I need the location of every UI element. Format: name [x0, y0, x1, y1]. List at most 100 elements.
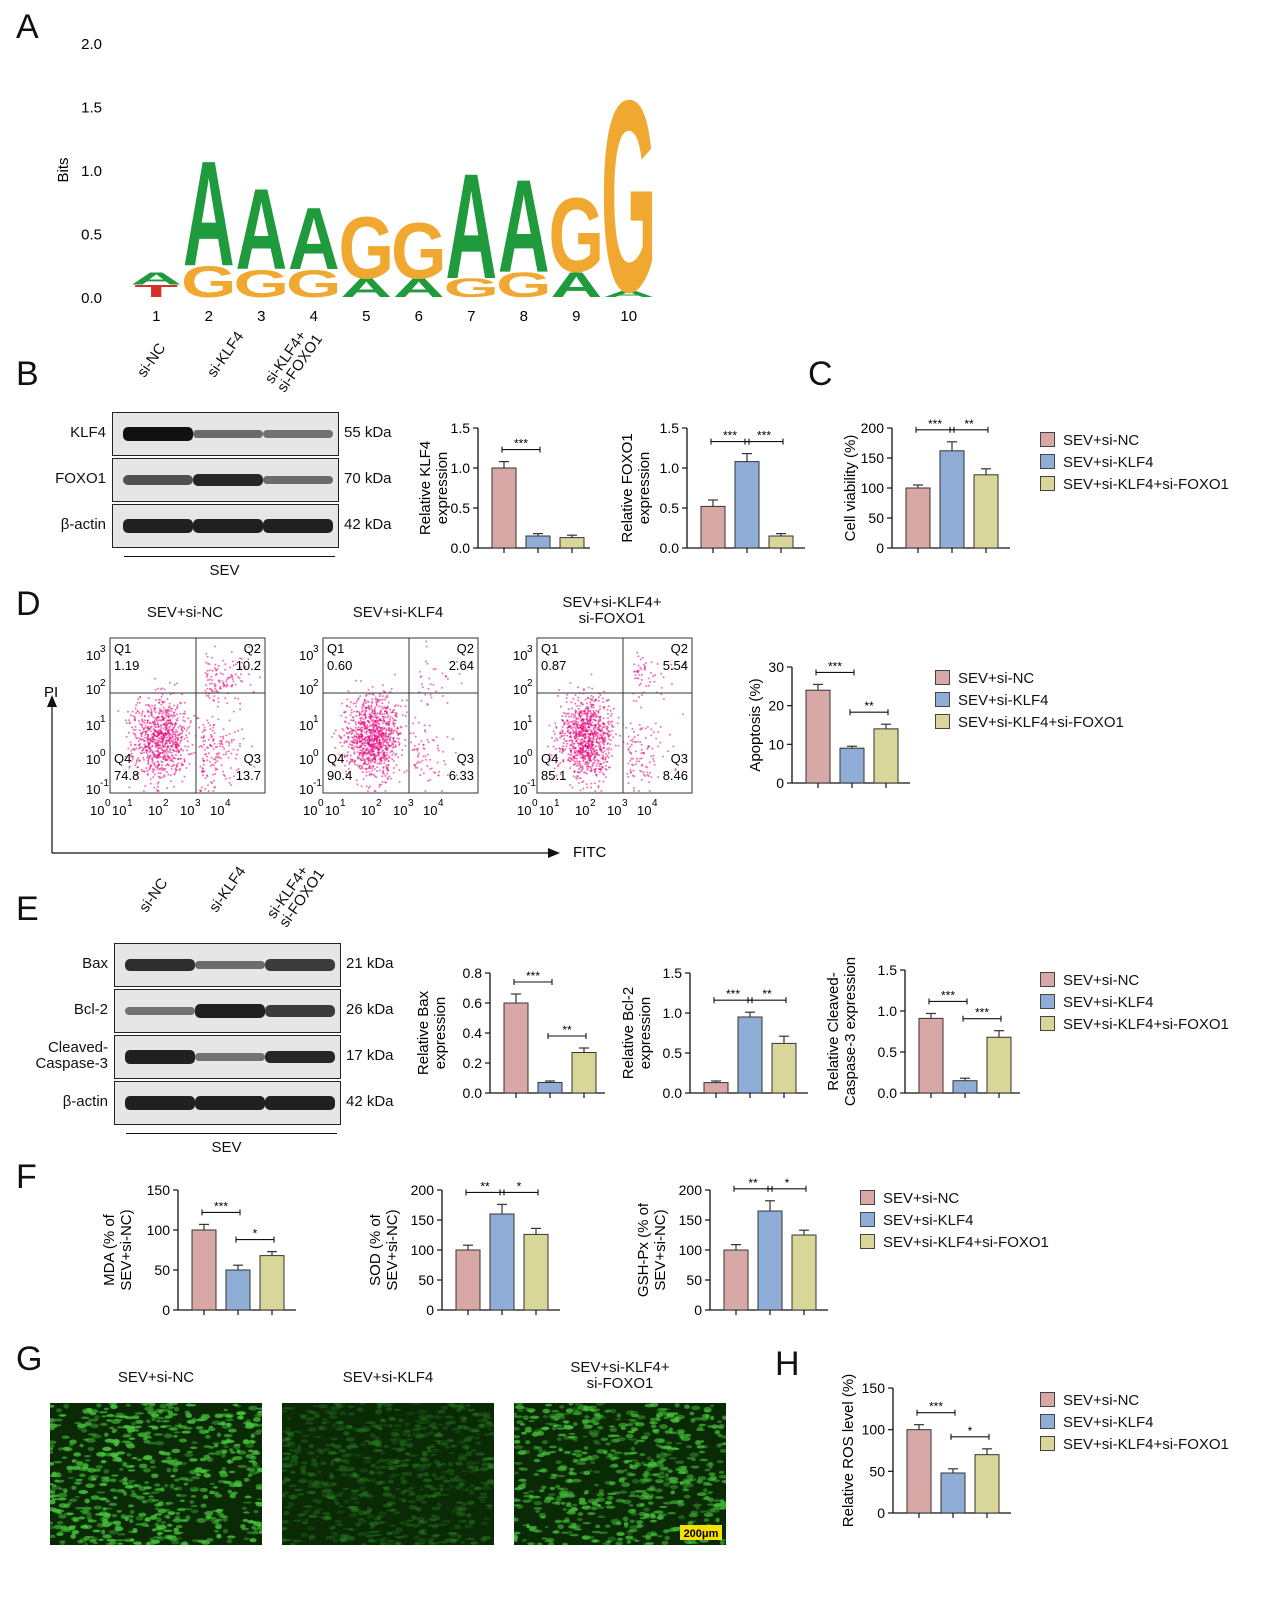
flow-dot: [204, 739, 206, 742]
bar: [559, 537, 585, 549]
flow-dot: [182, 716, 185, 719]
logo-letter: A: [288, 190, 340, 289]
legend-item: SEV+si-NC: [1040, 432, 1139, 449]
flow-dot: [209, 728, 212, 731]
flow-dot: [562, 711, 565, 714]
flow-dot: [383, 720, 386, 723]
flow-dot: [421, 686, 424, 689]
flow-dot: [379, 726, 382, 729]
flow-dot: [416, 749, 419, 752]
flow-dot: [368, 765, 371, 768]
y-tick-label: 10: [768, 736, 784, 752]
micro-cell: [337, 1491, 345, 1496]
flow-dot: [175, 718, 178, 721]
flow-dot: [157, 761, 159, 763]
flow-dot: [242, 737, 245, 740]
flow-dot: [364, 726, 367, 729]
y-axis-label: Relative Bax: [415, 990, 432, 1075]
flow-dot: [225, 751, 228, 753]
flow-dot: [349, 714, 352, 717]
micro-cell: [482, 1418, 488, 1421]
flow-dot: [378, 695, 381, 698]
logo-letter: G: [496, 265, 552, 304]
flow-dot: [636, 651, 639, 654]
flow-dot: [205, 661, 208, 664]
flow-dot: [391, 709, 394, 712]
flow-dot: [174, 757, 177, 760]
flow-dot: [639, 658, 642, 661]
flow-dot: [379, 709, 382, 712]
flow-dot: [566, 742, 568, 745]
flow-dot: [213, 695, 216, 698]
micro-cell: [300, 1439, 308, 1443]
micro-cell: [154, 1522, 160, 1527]
y-tick-base: 10: [299, 752, 313, 767]
y-tick-label: 1.5: [663, 965, 683, 981]
flow-dot: [378, 693, 381, 696]
quadrant-name: Q1: [327, 641, 344, 656]
y-tick-base: 10: [299, 682, 313, 697]
flow-dot: [169, 693, 172, 696]
flow-dot: [222, 685, 225, 688]
flow-dot: [455, 660, 458, 663]
flow-dot: [396, 737, 399, 740]
flow-dot: [379, 699, 382, 701]
flow-dot: [380, 735, 383, 738]
micro-cell: [219, 1515, 228, 1518]
flow-dot: [377, 722, 380, 725]
blot-band: [193, 473, 263, 487]
micro-cell: [233, 1444, 241, 1450]
flow-dot: [177, 744, 179, 747]
flow-dot: [164, 714, 167, 717]
flow-dot: [385, 729, 387, 732]
flow-dot: [191, 743, 194, 746]
micro-cell: [338, 1449, 347, 1453]
flow-dot: [362, 762, 365, 765]
flow-dot: [157, 719, 160, 722]
quadrant-q2: 10.2: [236, 658, 261, 673]
flow-dot: [211, 715, 214, 718]
flow-dot: [217, 697, 220, 700]
flow-dot: [388, 718, 391, 721]
flow-dot: [642, 773, 645, 776]
x-tick-base: 10: [112, 803, 126, 818]
flow-dot: [147, 727, 150, 730]
flow-dot: [174, 731, 177, 734]
flow-dot: [158, 751, 160, 754]
flow-dot: [231, 660, 234, 663]
flow-dot: [426, 662, 429, 665]
micro-cell: [252, 1449, 259, 1455]
flow-dot: [206, 669, 209, 672]
flow-dot: [239, 702, 242, 705]
flow-dot: [374, 698, 377, 701]
flow-dot: [355, 723, 357, 726]
flow-dot: [400, 754, 403, 757]
panel-letter-c: C: [808, 355, 833, 393]
micro-cell: [283, 1538, 292, 1542]
flow-dot: [570, 727, 573, 730]
flow-dot: [140, 738, 143, 741]
group-label: SEV: [209, 562, 240, 579]
flow-dot: [373, 767, 376, 770]
blot-band: [125, 1096, 195, 1110]
flow-dot: [356, 746, 359, 749]
flow-dot: [163, 775, 166, 778]
flow-dot: [383, 706, 386, 709]
flow-dot: [397, 737, 400, 740]
x-tick-base: 10: [210, 803, 224, 818]
micro-cell: [164, 1415, 173, 1419]
logo-letter: A: [393, 273, 445, 302]
flow-dot: [153, 786, 156, 789]
flow-dot: [210, 756, 213, 759]
flow-dot: [381, 732, 384, 735]
flow-dot: [441, 672, 444, 675]
y-tick-label: 0.2: [463, 1055, 483, 1071]
flow-dot: [232, 738, 235, 741]
micro-cell: [150, 1515, 158, 1520]
flow-dot: [652, 757, 655, 760]
flow-dot: [369, 735, 372, 738]
flow-dot: [142, 730, 145, 733]
flow-dot: [384, 781, 387, 784]
logo-y-tick: 0.5: [81, 227, 102, 244]
flow-dot: [638, 723, 641, 726]
